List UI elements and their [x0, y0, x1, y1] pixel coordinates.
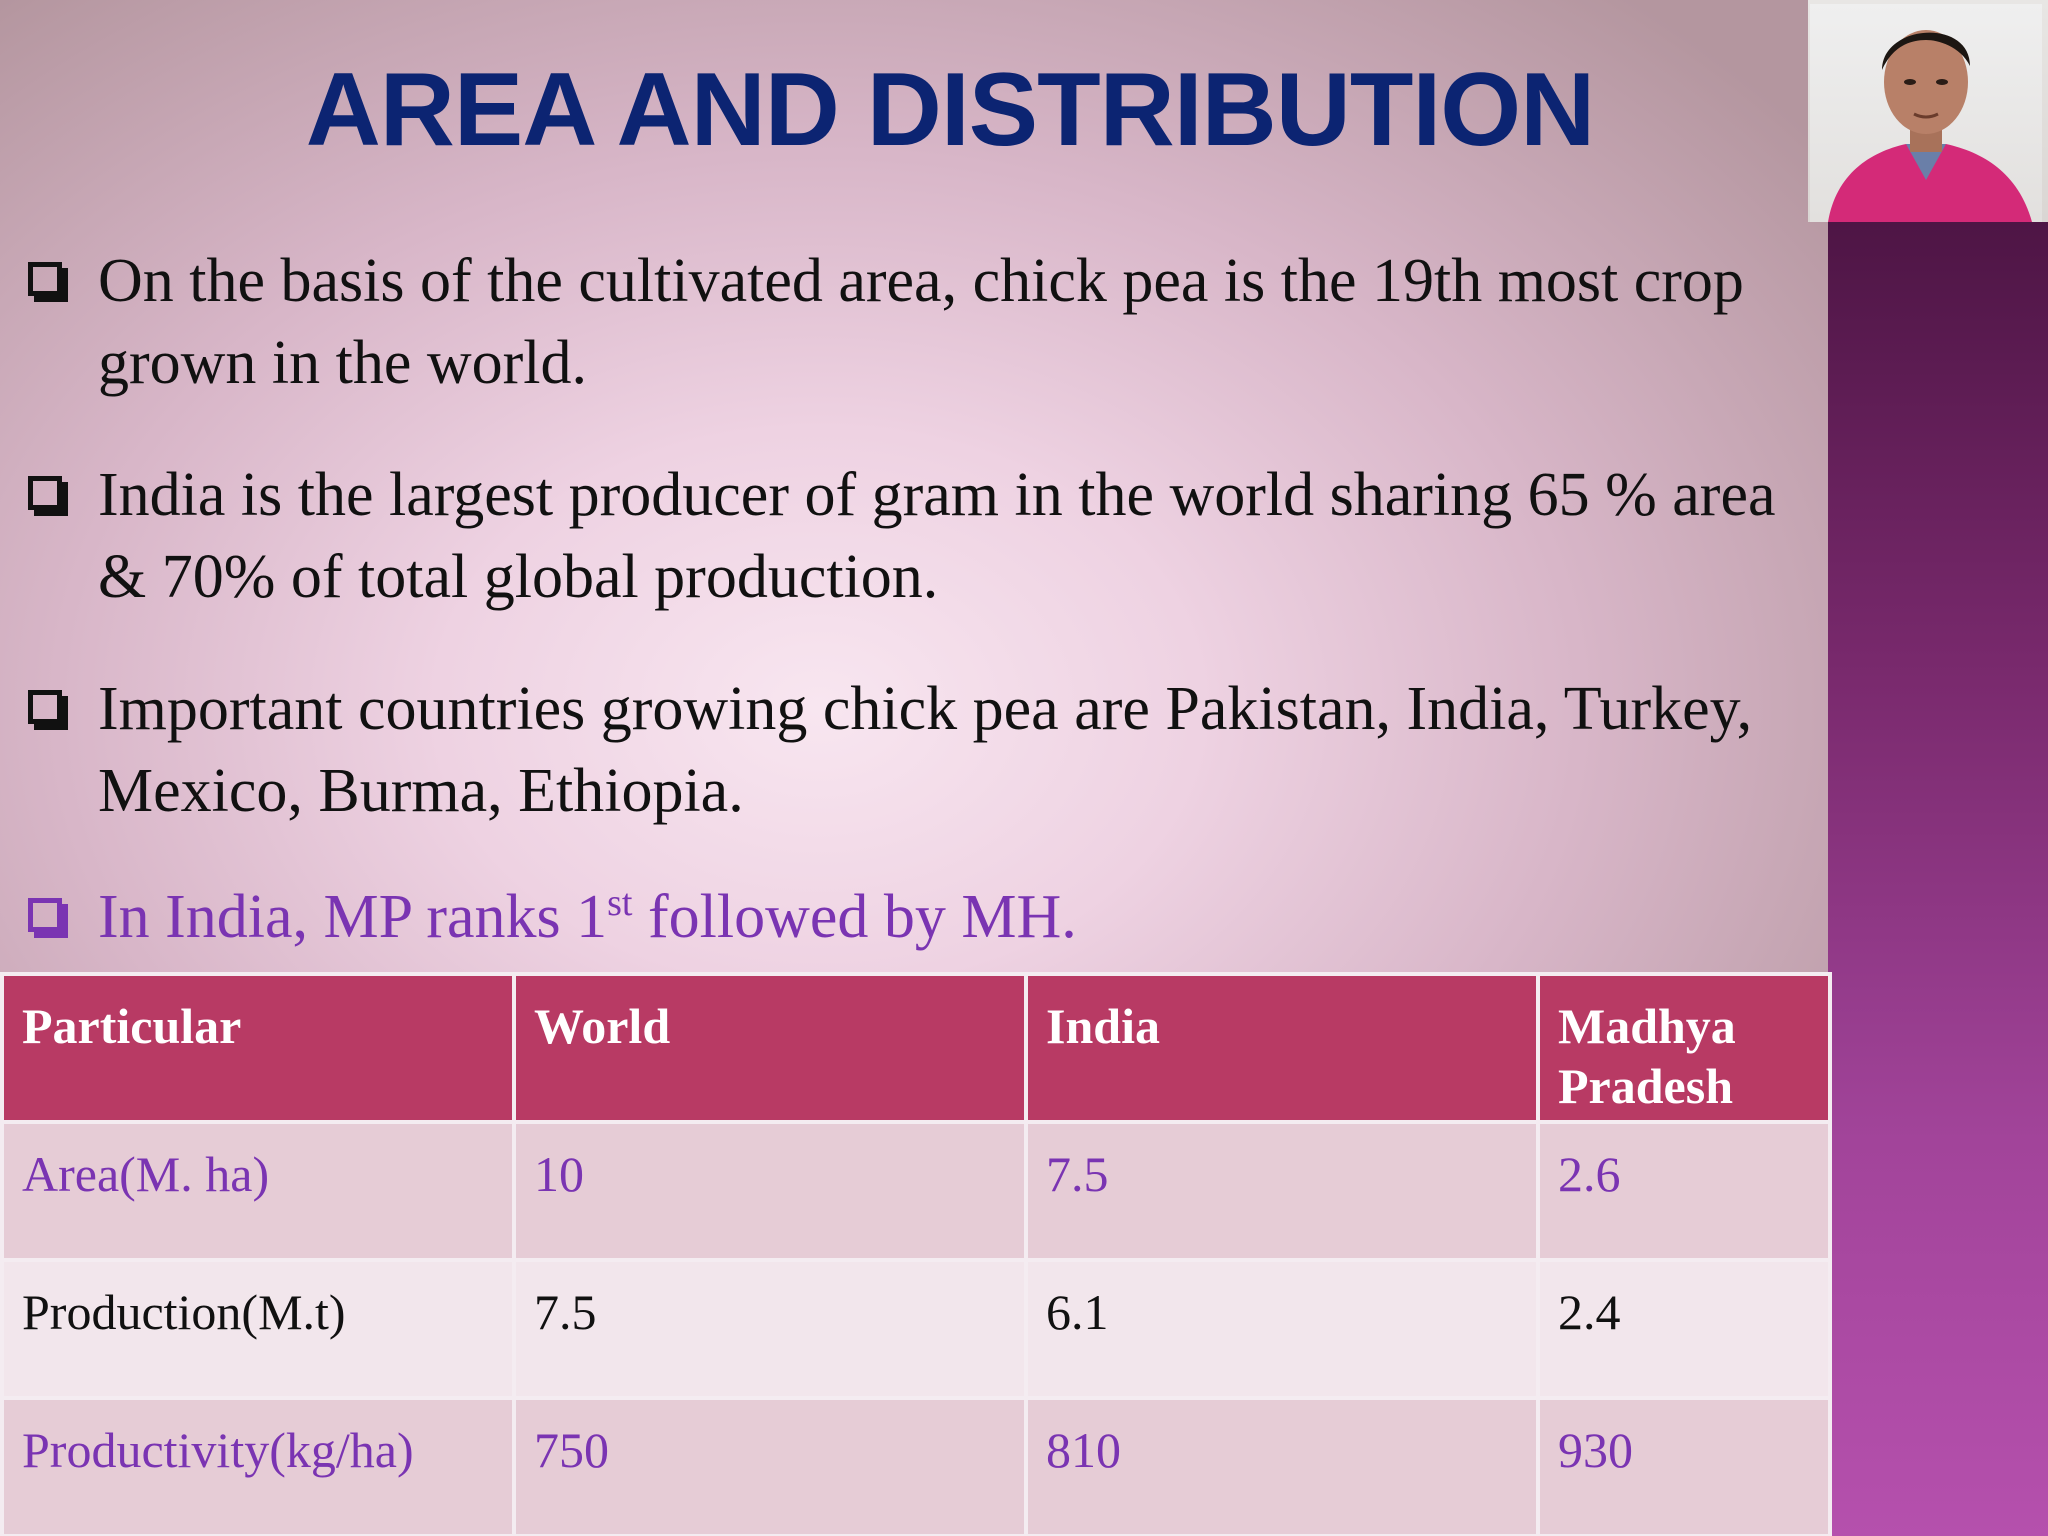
- checkbox-bullet-icon: [28, 690, 62, 724]
- table-row: Productivity(kg/ha) 750 810 930: [0, 1396, 1832, 1536]
- table-cell: Productivity(kg/ha): [0, 1396, 516, 1536]
- table-cell: 7.5: [512, 1258, 1028, 1400]
- table-row: Production(M.t) 7.5 6.1 2.4: [0, 1258, 1832, 1400]
- table-cell: 810: [1024, 1396, 1540, 1536]
- table-cell: 10: [512, 1120, 1028, 1262]
- bullet-text: On the basis of the cultivated area, chi…: [98, 247, 1744, 397]
- bullet-item: India is the largest producer of gram in…: [26, 454, 1816, 618]
- person-photo-icon: [1810, 4, 2042, 222]
- table-cell: 930: [1536, 1396, 1832, 1536]
- table-cell: 750: [512, 1396, 1028, 1536]
- bullet-text-superscript: st: [607, 882, 633, 924]
- person-photo-svg: [1828, 30, 2032, 222]
- table-cell: 6.1: [1024, 1258, 1540, 1400]
- bullet-text-before: In India, MP ranks 1: [98, 883, 608, 951]
- bullet-list: On the basis of the cultivated area, chi…: [26, 240, 1816, 958]
- checkbox-bullet-icon: [28, 476, 62, 510]
- table-header-cell: India: [1024, 972, 1540, 1124]
- table-cell: Area(M. ha): [0, 1120, 516, 1262]
- bullet-text: India is the largest producer of gram in…: [98, 461, 1776, 611]
- bullet-text-after: followed by MH.: [632, 883, 1077, 951]
- table-header-cell: Particular: [0, 972, 516, 1124]
- bullet-item-highlight: In India, MP ranks 1st followed by MH.: [26, 876, 1816, 958]
- checkbox-bullet-icon: [28, 898, 62, 932]
- table-cell: 2.4: [1536, 1258, 1832, 1400]
- data-table: Particular World India Madhya Pradesh Ar…: [0, 972, 1832, 1536]
- bullet-item: Important countries growing chick pea ar…: [26, 668, 1816, 832]
- table-cell: 7.5: [1024, 1120, 1540, 1262]
- table-header-cell: Madhya Pradesh: [1536, 972, 1832, 1124]
- table-cell: Production(M.t): [0, 1258, 516, 1400]
- table-row: Area(M. ha) 10 7.5 2.6: [0, 1120, 1832, 1262]
- table-header-row: Particular World India Madhya Pradesh: [0, 972, 1832, 1124]
- checkbox-bullet-icon: [28, 262, 62, 296]
- slide-title: AREA AND DISTRIBUTION: [305, 52, 1596, 168]
- table-cell: 2.6: [1536, 1120, 1832, 1262]
- bullet-text: Important countries growing chick pea ar…: [98, 675, 1753, 825]
- decorative-side-bar: [1828, 222, 2048, 1536]
- bullet-item: On the basis of the cultivated area, chi…: [26, 240, 1816, 404]
- table-header-cell: World: [512, 972, 1028, 1124]
